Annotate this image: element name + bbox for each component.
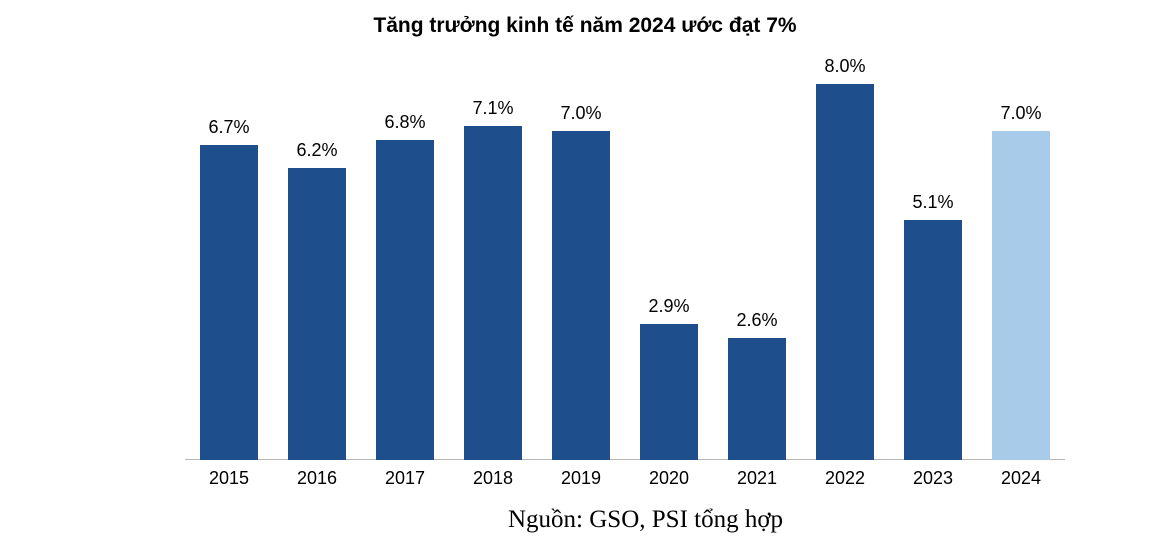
bar-value-label: 6.8% bbox=[376, 112, 434, 133]
bar-value-label: 2.9% bbox=[640, 296, 698, 317]
bar-slot: 7.0% bbox=[977, 131, 1065, 460]
bar-slot: 7.0% bbox=[537, 131, 625, 460]
bar: 7.1% bbox=[464, 126, 522, 460]
x-axis-label: 2024 bbox=[977, 468, 1065, 489]
bar: 8.0% bbox=[816, 84, 874, 460]
bar-slot: 5.1% bbox=[889, 220, 977, 460]
bar-value-label: 2.6% bbox=[728, 310, 786, 331]
x-axis-label: 2018 bbox=[449, 468, 537, 489]
plot-area: 6.7% 6.2% 6.8% 7.1% 7.0% 2.9% 2.6% 8.0% 5.1% 7.0% bbox=[185, 60, 1065, 460]
bar-slot: 7.1% bbox=[449, 126, 537, 460]
bar-value-label: 7.1% bbox=[464, 98, 522, 119]
x-axis-labels: 2015201620172018201920202021202220232024 bbox=[185, 468, 1065, 489]
bar-slot: 6.7% bbox=[185, 145, 273, 460]
bar: 6.2% bbox=[288, 168, 346, 460]
bar: 6.7% bbox=[200, 145, 258, 460]
chart-title: Tăng trưởng kinh tế năm 2024 ước đạt 7% bbox=[0, 14, 1170, 38]
bar: 6.8% bbox=[376, 140, 434, 460]
chart-source: Nguồn: GSO, PSI tổng hợp bbox=[508, 506, 783, 534]
x-axis-label: 2019 bbox=[537, 468, 625, 489]
bar-slot: 6.8% bbox=[361, 140, 449, 460]
x-axis-label: 2016 bbox=[273, 468, 361, 489]
bar-value-label: 5.1% bbox=[904, 192, 962, 213]
bar-slot: 6.2% bbox=[273, 168, 361, 460]
bar: 7.0% bbox=[992, 131, 1050, 460]
x-axis-label: 2022 bbox=[801, 468, 889, 489]
bars-group: 6.7% 6.2% 6.8% 7.1% 7.0% 2.9% 2.6% 8.0% 5.1% 7.0% bbox=[185, 60, 1065, 460]
bar: 7.0% bbox=[552, 131, 610, 460]
chart-container: Tăng trưởng kinh tế năm 2024 ước đạt 7% … bbox=[0, 0, 1170, 549]
bar-value-label: 7.0% bbox=[552, 103, 610, 124]
bar: 5.1% bbox=[904, 220, 962, 460]
bar-value-label: 8.0% bbox=[816, 56, 874, 77]
bar-value-label: 6.2% bbox=[288, 140, 346, 161]
bar: 2.6% bbox=[728, 338, 786, 460]
x-axis-label: 2021 bbox=[713, 468, 801, 489]
x-axis-label: 2015 bbox=[185, 468, 273, 489]
bar: 2.9% bbox=[640, 324, 698, 460]
x-axis-label: 2017 bbox=[361, 468, 449, 489]
bar-value-label: 6.7% bbox=[200, 117, 258, 138]
x-axis-label: 2020 bbox=[625, 468, 713, 489]
bar-slot: 8.0% bbox=[801, 84, 889, 460]
bar-value-label: 7.0% bbox=[992, 103, 1050, 124]
bar-slot: 2.9% bbox=[625, 324, 713, 460]
x-axis-label: 2023 bbox=[889, 468, 977, 489]
bar-slot: 2.6% bbox=[713, 338, 801, 460]
